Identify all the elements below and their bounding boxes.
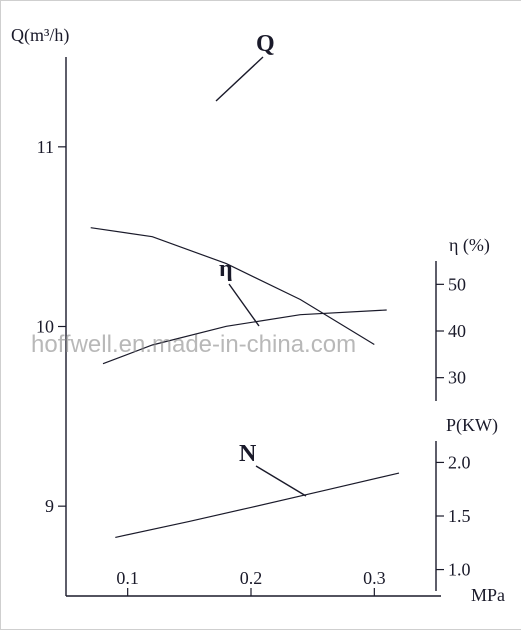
- p-axis-title: P(KW): [446, 415, 498, 436]
- watermark-text: hoffwell.en.made-in-china.com: [31, 331, 356, 359]
- eta-tick-label: 50: [448, 274, 466, 294]
- curve-N: [115, 473, 399, 537]
- q-tick-label: 11: [37, 137, 54, 157]
- q-tick-label: 9: [45, 496, 54, 516]
- p-tick-label: 2.0: [448, 452, 471, 472]
- eta-tick-label: 30: [448, 368, 466, 388]
- x-tick-label: 0.1: [116, 568, 139, 588]
- leader-N: [256, 466, 306, 496]
- x-axis-title: MPa: [471, 585, 505, 605]
- p-tick-label: 1.5: [448, 506, 471, 526]
- eta-tick-label: 40: [448, 321, 466, 341]
- eta-axis-title: η (%): [449, 235, 490, 256]
- x-tick-label: 0.2: [240, 568, 263, 588]
- leader-Q: [216, 57, 263, 101]
- x-tick-label: 0.3: [363, 568, 386, 588]
- leader-eta: [229, 284, 259, 326]
- q-axis-title: Q(m³/h): [11, 25, 69, 46]
- curve-label-N: N: [239, 441, 257, 467]
- p-tick-label: 1.0: [448, 560, 471, 580]
- curve-label-eta: η: [219, 256, 233, 282]
- chart-svg: 0.10.20.3MPa91011Q(m³/h)304050η (%)1.01.…: [1, 1, 521, 629]
- curve-label-Q: Q: [256, 31, 275, 57]
- curve-Q: [91, 228, 375, 345]
